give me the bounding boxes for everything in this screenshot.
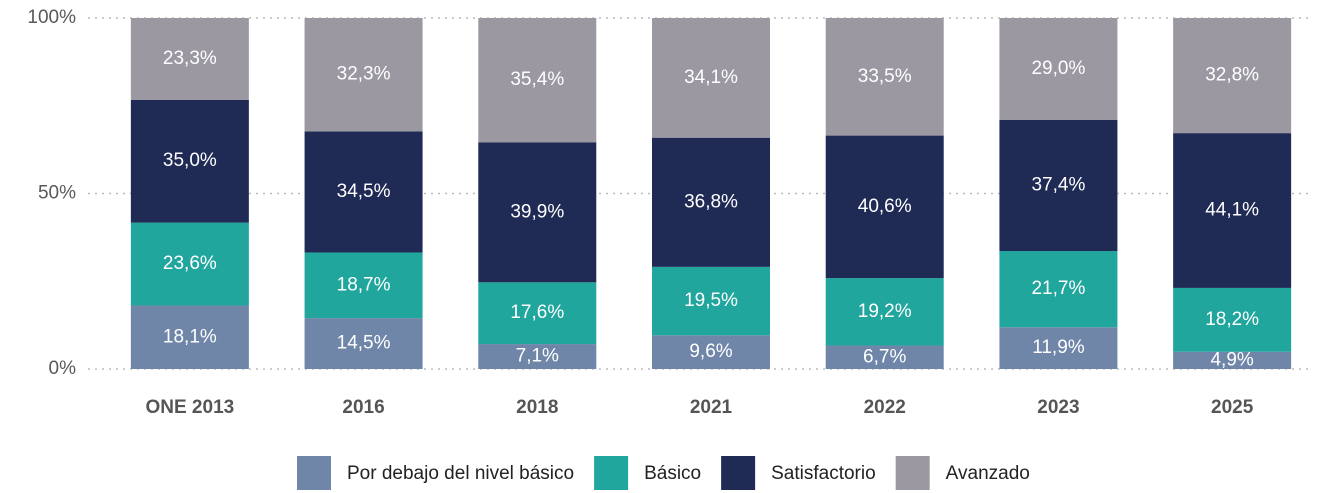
bar-segment	[825, 18, 944, 136]
value-label: 44,1%	[1205, 200, 1259, 221]
value-label: 18,7%	[337, 274, 391, 295]
bar-segment	[999, 119, 1118, 252]
x-tick-label: 2021	[690, 397, 733, 418]
value-label: 33,5%	[858, 66, 912, 87]
value-label: 29,0%	[1031, 58, 1085, 79]
bar-segment	[825, 278, 944, 346]
bar-segment	[130, 305, 249, 369]
bar-segment	[304, 318, 423, 369]
bar-segment	[825, 135, 944, 279]
bar-segment	[999, 18, 1118, 120]
x-tick-label: 2023	[1037, 397, 1079, 418]
value-label: 40,6%	[858, 196, 912, 217]
value-label: 17,6%	[510, 302, 564, 323]
value-label: 9,6%	[689, 341, 732, 362]
value-label: 6,7%	[863, 346, 906, 367]
bar-segment	[652, 266, 770, 336]
value-label: 34,5%	[337, 181, 391, 202]
bar-segment	[304, 18, 423, 132]
bar-segment	[652, 137, 770, 267]
bar-segment	[130, 18, 249, 100]
value-label: 7,1%	[516, 346, 559, 367]
y-tick-label: 50%	[38, 183, 76, 204]
x-tick-label: 2018	[516, 397, 558, 418]
bar-segment	[652, 18, 770, 138]
bar-segment	[478, 142, 597, 283]
bar-segment	[1173, 133, 1292, 288]
value-label: 4,9%	[1210, 349, 1253, 370]
value-label: 19,5%	[684, 290, 738, 311]
bar-segment	[1173, 287, 1292, 352]
value-label: 23,3%	[163, 48, 217, 69]
bar-segment	[652, 335, 770, 369]
x-tick-label: ONE 2013	[145, 397, 234, 418]
bar-segment	[1173, 351, 1292, 369]
bar-segment	[825, 345, 944, 369]
legend-swatch	[297, 456, 331, 490]
value-label: 23,6%	[163, 253, 217, 274]
bar-segment	[304, 252, 423, 319]
bar-segment	[999, 327, 1118, 369]
value-label: 18,2%	[1205, 309, 1259, 330]
value-label: 21,7%	[1031, 278, 1085, 299]
legend-label: Básico	[644, 463, 701, 484]
x-tick-label: 2022	[864, 397, 906, 418]
value-label: 39,9%	[510, 201, 564, 222]
value-label: 35,4%	[510, 69, 564, 90]
bar-segment	[478, 344, 597, 369]
value-label: 14,5%	[337, 333, 391, 354]
value-label: 34,1%	[684, 67, 738, 88]
x-tick-label: 2025	[1211, 397, 1254, 418]
bar-segment	[130, 99, 249, 223]
bar-segment	[130, 222, 249, 306]
bar-segment	[1173, 18, 1292, 134]
value-label: 37,4%	[1031, 174, 1085, 195]
value-label: 32,8%	[1205, 65, 1259, 86]
value-label: 36,8%	[684, 191, 738, 212]
bar-segment	[304, 131, 423, 253]
value-label: 19,2%	[858, 301, 912, 322]
bar-segment	[478, 282, 597, 345]
value-label: 18,1%	[163, 326, 217, 347]
bar-segment	[999, 251, 1118, 328]
legend-label: Avanzado	[946, 463, 1030, 484]
legend-label: Por debajo del nivel básico	[347, 463, 574, 484]
y-tick-label: 0%	[49, 358, 77, 379]
legend-swatch	[594, 456, 629, 490]
legend-swatch	[721, 456, 756, 490]
value-label: 32,3%	[337, 64, 391, 85]
x-tick-label: 2016	[342, 397, 384, 418]
legend-swatch	[895, 456, 930, 490]
bar-segment	[478, 18, 597, 143]
y-tick-label: 100%	[27, 7, 76, 28]
legend-label: Satisfactorio	[771, 463, 876, 484]
value-label: 35,0%	[163, 150, 217, 171]
value-label: 11,9%	[1032, 337, 1085, 358]
